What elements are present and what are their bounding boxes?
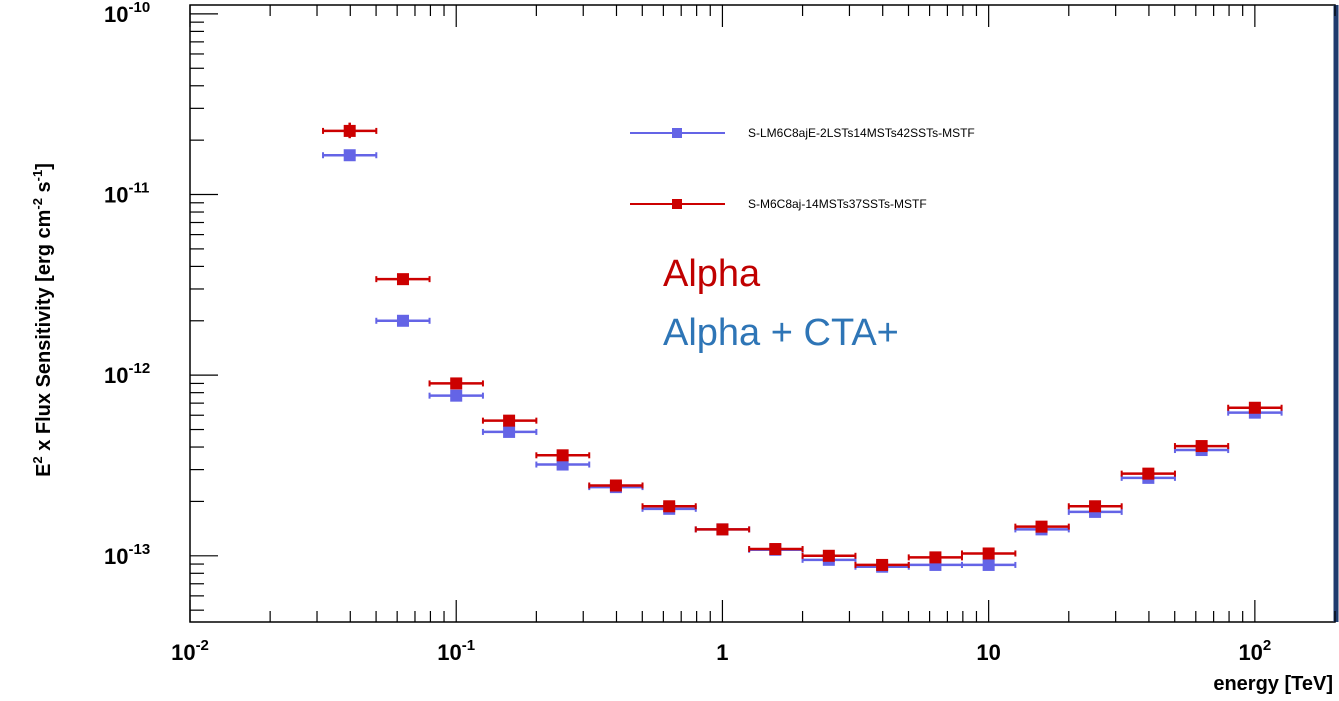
data-point: [556, 458, 569, 471]
annotation-alpha-cta: Alpha + CTA+: [663, 312, 899, 354]
legend-marker: [672, 128, 682, 138]
data-point: [769, 543, 782, 556]
x-tick-labels: 10-2 10-1 1 10 102: [171, 637, 1271, 665]
y-tick-label: 10-13: [104, 541, 150, 569]
data-point: [1195, 440, 1208, 453]
legend-marker: [672, 199, 682, 209]
data-point: [450, 377, 463, 390]
data-point: [396, 314, 409, 327]
data-point: [343, 149, 356, 162]
data-point: [343, 124, 356, 137]
x-tick-label: 102: [1238, 637, 1271, 665]
x-tick-label: 10-1: [437, 637, 475, 665]
data-point: [450, 389, 463, 402]
data-point: [982, 547, 995, 560]
data-point: [503, 414, 516, 427]
data-point: [982, 558, 995, 571]
series-2: [322, 122, 1283, 571]
data-point: [663, 500, 676, 513]
series-1: [322, 149, 1283, 573]
legend: S-LM6C8ajE-2LSTs14MSTs42SSTs-MSTF S-M6C8a…: [630, 126, 975, 211]
legend-label: S-M6C8aj-14MSTs37SSTs-MSTF: [748, 197, 927, 211]
data-point: [609, 479, 622, 492]
x-tick-label: 10-2: [171, 637, 209, 665]
data-point: [876, 558, 889, 571]
data-point: [556, 449, 569, 462]
x-axis-label: energy [TeV]: [1213, 673, 1333, 695]
y-tick-label: 10-11: [104, 180, 149, 208]
y-tick-label: 10-10: [104, 0, 150, 27]
data-point: [503, 425, 516, 438]
y-tick-label: 10-12: [104, 360, 150, 388]
legend-label: S-LM6C8ajE-2LSTs14MSTs42SSTs-MSTF: [748, 126, 975, 140]
y-tick-labels: 10-13 10-12 10-11 10-10: [104, 0, 150, 569]
axis-ticks: [189, 5, 1336, 622]
data-point: [1035, 520, 1048, 533]
data-point: [396, 273, 409, 286]
y-axis-label: E2 x Flux Sensitivity [erg cm-2 s-1]: [30, 163, 55, 477]
annotation-alpha: Alpha: [663, 253, 761, 295]
series-layer: [322, 122, 1283, 573]
x-tick-label: 1: [716, 640, 728, 665]
data-point: [1142, 467, 1155, 480]
x-tick-label: 10: [976, 640, 1000, 665]
data-point: [716, 523, 729, 536]
data-point: [929, 551, 942, 564]
data-point: [1089, 500, 1102, 513]
data-point: [1248, 401, 1261, 414]
data-point: [822, 549, 835, 562]
